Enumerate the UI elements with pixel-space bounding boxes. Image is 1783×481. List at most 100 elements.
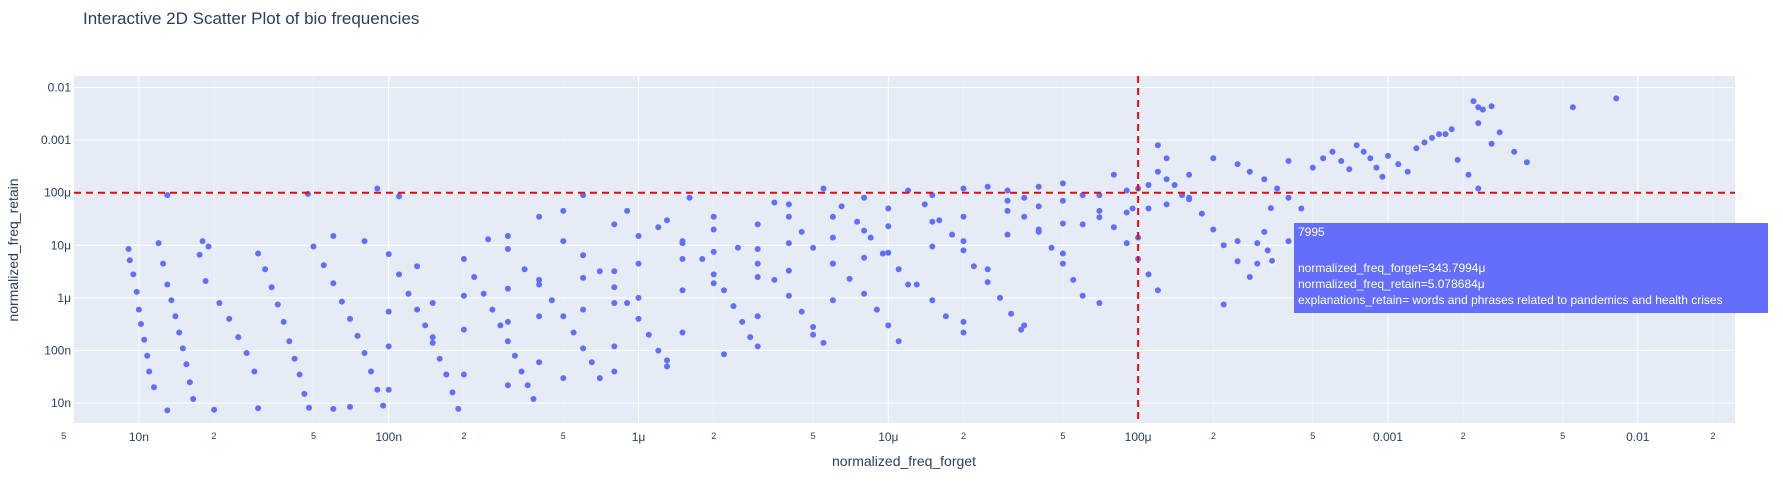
scatter-point[interactable] — [785, 240, 792, 247]
scatter-point[interactable] — [798, 228, 805, 235]
scatter-point[interactable] — [1163, 201, 1170, 208]
scatter-point[interactable] — [255, 405, 262, 412]
scatter-point[interactable] — [306, 404, 312, 411]
scatter-point[interactable] — [524, 382, 531, 389]
scatter-point[interactable] — [429, 300, 436, 306]
scatter-point[interactable] — [396, 271, 402, 278]
scatter-point[interactable] — [190, 396, 197, 402]
scatter-point[interactable] — [570, 329, 577, 336]
scatter-point[interactable] — [480, 290, 487, 297]
scatter-point[interactable] — [679, 238, 686, 245]
scatter-point[interactable] — [1254, 240, 1261, 247]
scatter-point[interactable] — [1096, 214, 1103, 221]
scatter-point[interactable] — [885, 249, 892, 256]
scatter-point[interactable] — [611, 268, 618, 275]
scatter-point[interactable] — [141, 336, 148, 343]
scatter-point[interactable] — [385, 343, 392, 350]
scatter-point[interactable] — [422, 322, 429, 329]
scatter-point[interactable] — [580, 252, 587, 259]
scatter-point[interactable] — [785, 213, 792, 220]
scatter-point[interactable] — [984, 183, 991, 190]
scatter-point[interactable] — [1059, 220, 1066, 227]
scatter-point[interactable] — [1523, 159, 1530, 166]
scatter-point[interactable] — [1220, 301, 1227, 308]
scatter-point[interactable] — [997, 294, 1003, 301]
scatter-point[interactable] — [1488, 103, 1495, 110]
scatter-point[interactable] — [354, 332, 361, 339]
scatter-point[interactable] — [385, 308, 392, 315]
scatter-point[interactable] — [1465, 171, 1472, 178]
scatter-point[interactable] — [1059, 250, 1066, 257]
scatter-point[interactable] — [1198, 210, 1205, 217]
scatter-point[interactable] — [380, 402, 387, 409]
scatter-point[interactable] — [133, 288, 140, 295]
scatter-point[interactable] — [1110, 171, 1117, 178]
scatter-point[interactable] — [771, 276, 778, 283]
scatter-point[interactable] — [635, 233, 642, 239]
scatter-point[interactable] — [635, 294, 642, 301]
scatter-point[interactable] — [1145, 182, 1152, 188]
scatter-point[interactable] — [548, 297, 555, 304]
scatter-point[interactable] — [710, 213, 717, 220]
scatter-point[interactable] — [126, 257, 133, 264]
scatter-point[interactable] — [202, 278, 209, 284]
scatter-point[interactable] — [611, 284, 618, 291]
scatter-point[interactable] — [330, 233, 337, 239]
scatter-point[interactable] — [504, 338, 511, 345]
scatter-point[interactable] — [485, 236, 492, 243]
scatter-point[interactable] — [611, 343, 618, 350]
scatter-point[interactable] — [1479, 106, 1486, 113]
scatter-point[interactable] — [1059, 197, 1066, 204]
scatter-point[interactable] — [518, 368, 525, 375]
scatter-point[interactable] — [504, 318, 511, 325]
scatter-point[interactable] — [861, 290, 868, 297]
scatter-point[interactable] — [1385, 152, 1391, 159]
scatter-point[interactable] — [960, 329, 967, 336]
scatter-point[interactable] — [164, 407, 171, 414]
scatter-point[interactable] — [635, 315, 642, 322]
scatter-point[interactable] — [497, 322, 504, 329]
scatter-point[interactable] — [1035, 183, 1042, 190]
scatter-point[interactable] — [580, 345, 587, 352]
scatter-point[interactable] — [164, 281, 171, 288]
scatter-point[interactable] — [330, 280, 337, 287]
scatter-point[interactable] — [138, 321, 144, 327]
scatter-point[interactable] — [414, 306, 421, 313]
scatter-point[interactable] — [172, 313, 179, 320]
scatter-point[interactable] — [710, 280, 717, 287]
scatter-point[interactable] — [1234, 238, 1241, 245]
scatter-point[interactable] — [798, 308, 805, 315]
scatter-point[interactable] — [1186, 196, 1193, 203]
scatter-point[interactable] — [1004, 207, 1011, 214]
scatter-point[interactable] — [1123, 209, 1130, 216]
scatter-point[interactable] — [655, 224, 662, 231]
scatter-point[interactable] — [1309, 164, 1316, 171]
scatter-point[interactable] — [1246, 274, 1253, 280]
scatter-point[interactable] — [385, 251, 392, 258]
scatter-point[interactable] — [710, 248, 717, 255]
scatter-point[interactable] — [810, 324, 817, 330]
scatter-point[interactable] — [588, 359, 595, 366]
scatter-point[interactable] — [596, 375, 603, 382]
scatter-point[interactable] — [1210, 226, 1217, 233]
scatter-point[interactable] — [984, 266, 991, 273]
scatter-point[interactable] — [151, 384, 157, 391]
scatter-point[interactable] — [235, 334, 242, 341]
scatter-point[interactable] — [1475, 120, 1482, 127]
scatter-point[interactable] — [885, 205, 892, 212]
scatter-point[interactable] — [1021, 194, 1028, 201]
scatter-point[interactable] — [1373, 164, 1380, 171]
scatter-point[interactable] — [347, 315, 353, 322]
scatter-point[interactable] — [960, 238, 967, 245]
scatter-point[interactable] — [1613, 95, 1620, 102]
scatter-point[interactable] — [873, 306, 880, 313]
scatter-point[interactable] — [580, 306, 587, 313]
scatter-point[interactable] — [226, 315, 233, 322]
scatter-point[interactable] — [699, 256, 706, 262]
scatter-point[interactable] — [255, 250, 262, 257]
scatter-point[interactable] — [179, 345, 186, 352]
scatter-point[interactable] — [144, 352, 151, 359]
scatter-point[interactable] — [405, 290, 412, 297]
scatter-point[interactable] — [1395, 161, 1402, 168]
scatter-point[interactable] — [1475, 104, 1482, 111]
